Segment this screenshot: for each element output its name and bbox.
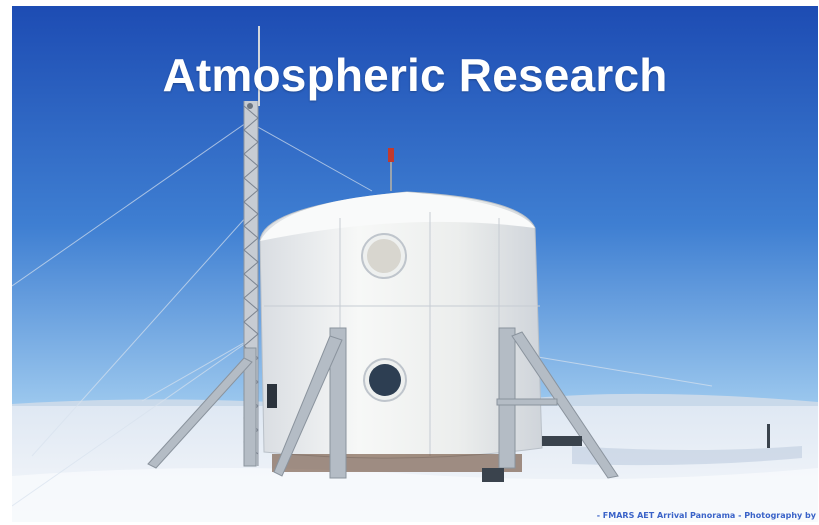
roof-mast — [388, 148, 394, 162]
photo-credit: - FMARS AET Arrival Panorama - Photograp… — [596, 511, 816, 520]
equipment — [482, 424, 770, 482]
guy-wires — [12, 115, 713, 507]
habitat-scene — [12, 6, 818, 522]
habitat-photo: Atmospheric Research - FMARS AET Arrival… — [12, 6, 818, 522]
support-legs — [147, 327, 619, 479]
slide-title: Atmospheric Research — [162, 49, 668, 101]
